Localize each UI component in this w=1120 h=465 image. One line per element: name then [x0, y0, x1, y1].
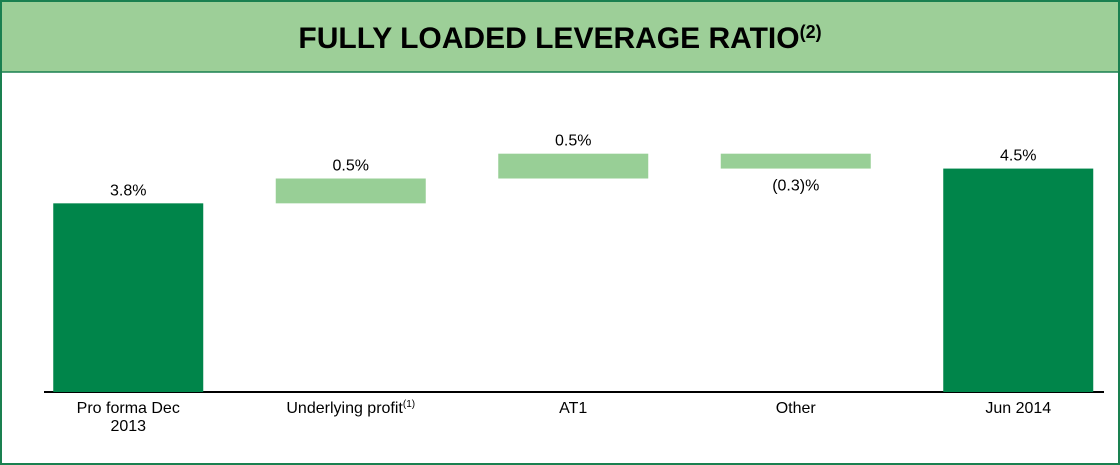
bar	[943, 168, 1094, 392]
title-text: FULLY LOADED LEVERAGE RATIO	[298, 22, 799, 55]
title-note: (2)	[800, 22, 822, 42]
value-label: 0.5%	[333, 158, 369, 175]
x-tick-label: Pro forma Dec 2013	[58, 400, 198, 436]
x-tick-label: Underlying profit(1)	[281, 400, 421, 418]
value-label: 0.5%	[555, 133, 591, 150]
value-label: 4.5%	[1000, 148, 1036, 165]
category-text: Pro forma Dec 2013	[76, 400, 180, 435]
category-text: Jun 2014	[985, 400, 1052, 417]
bar	[720, 153, 871, 169]
category-text: Other	[775, 400, 816, 417]
bar	[53, 203, 204, 392]
x-tick-label: AT1	[503, 400, 643, 418]
bar	[275, 178, 426, 204]
bar	[498, 153, 649, 179]
value-label: 3.8%	[110, 182, 146, 199]
header-band	[2, 2, 1118, 72]
x-tick-label: Other	[726, 400, 866, 418]
category-note: (1)	[402, 399, 416, 410]
category-text: Underlying profit	[286, 400, 403, 417]
x-tick-label: Jun 2014	[948, 400, 1088, 418]
category-text: AT1	[559, 400, 588, 417]
chart-title: FULLY LOADED LEVERAGE RATIO(2)	[298, 22, 821, 55]
value-label: (0.3)%	[772, 178, 819, 195]
